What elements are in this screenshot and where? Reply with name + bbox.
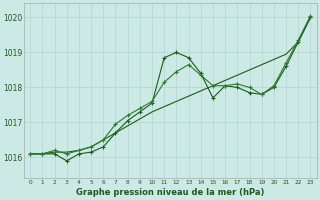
X-axis label: Graphe pression niveau de la mer (hPa): Graphe pression niveau de la mer (hPa)	[76, 188, 265, 197]
